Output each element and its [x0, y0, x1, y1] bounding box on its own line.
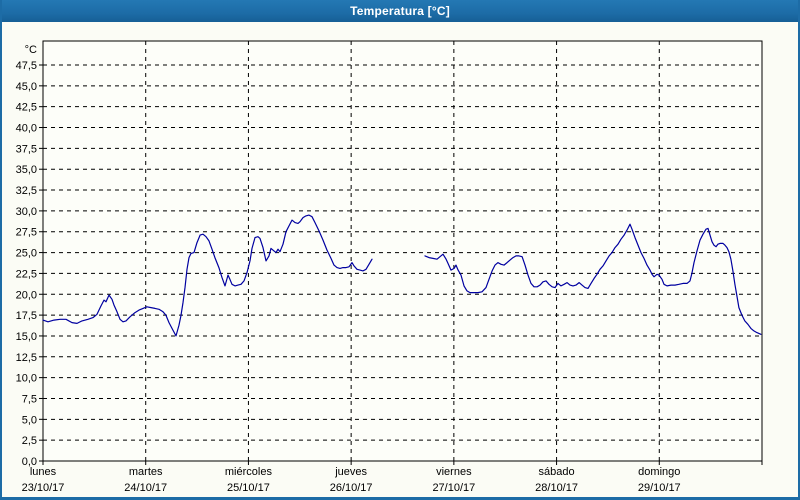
- y-axis-tick-label: 0,0: [22, 456, 37, 468]
- x-axis-date-label: 24/10/17: [124, 482, 167, 494]
- y-axis-tick-label: 17,5: [16, 310, 37, 322]
- y-axis-tick-label: 30,0: [16, 206, 37, 218]
- x-axis-day-label: domingo: [638, 466, 680, 478]
- y-axis-tick-label: 37,5: [16, 143, 37, 155]
- x-axis-day-label: sábado: [539, 466, 575, 478]
- window-title: Temperatura [°C]: [350, 4, 450, 18]
- x-axis-day-label: miércoles: [225, 466, 273, 478]
- y-axis-tick-label: 5,0: [22, 414, 37, 426]
- y-axis-tick-label: 25,0: [16, 248, 37, 260]
- y-axis-unit-label: °C: [25, 44, 37, 56]
- y-axis-tick-label: 10,0: [16, 373, 37, 385]
- y-axis-tick-label: 20,0: [16, 289, 37, 301]
- y-axis-tick-label: 2,5: [22, 435, 37, 447]
- x-axis-date-label: 29/10/17: [638, 482, 681, 494]
- y-axis-tick-label: 42,5: [16, 102, 37, 114]
- x-axis-date-label: 28/10/17: [535, 482, 578, 494]
- temperature-line-segment: [424, 223, 762, 335]
- x-axis-day-label: viernes: [436, 466, 472, 478]
- y-axis-tick-label: 35,0: [16, 164, 37, 176]
- y-axis-tick-label: 12,5: [16, 352, 37, 364]
- x-axis-day-label: lunes: [30, 466, 57, 478]
- y-axis-tick-label: 47,5: [16, 60, 37, 72]
- y-axis-tick-label: 15,0: [16, 331, 37, 343]
- x-axis-day-label: jueves: [334, 466, 367, 478]
- y-axis-tick-label: 22,5: [16, 268, 37, 280]
- x-axis-date-label: 27/10/17: [432, 482, 475, 494]
- window-titlebar: Temperatura [°C]: [2, 0, 798, 22]
- x-axis-date-label: 26/10/17: [330, 482, 373, 494]
- x-axis-day-label: martes: [129, 466, 163, 478]
- y-axis-tick-label: 40,0: [16, 123, 37, 135]
- plot-border: [42, 40, 763, 462]
- y-axis-tick-label: 27,5: [16, 227, 37, 239]
- y-axis-tick-label: 7,5: [22, 393, 37, 405]
- y-axis-tick-label: 45,0: [16, 81, 37, 93]
- x-axis-date-label: 23/10/17: [22, 482, 65, 494]
- temperature-line-segment: [42, 214, 373, 337]
- y-axis-tick-label: 32,5: [16, 185, 37, 197]
- x-axis-date-label: 25/10/17: [227, 482, 270, 494]
